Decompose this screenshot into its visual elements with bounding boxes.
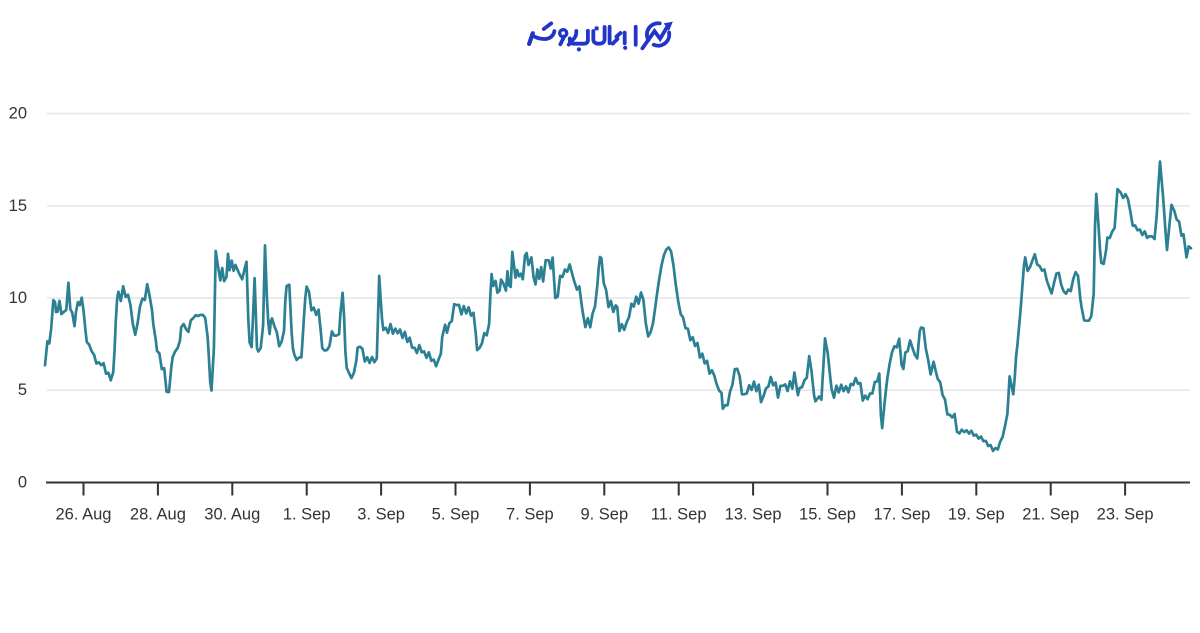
svg-text:13. Sep: 13. Sep bbox=[725, 506, 782, 524]
svg-text:21. Sep: 21. Sep bbox=[1022, 506, 1079, 524]
svg-text:1. Sep: 1. Sep bbox=[283, 506, 331, 524]
svg-text:15: 15 bbox=[9, 197, 27, 215]
svg-text:19. Sep: 19. Sep bbox=[948, 506, 1005, 524]
svg-text:30. Aug: 30. Aug bbox=[204, 506, 260, 524]
svg-text:28. Aug: 28. Aug bbox=[130, 506, 186, 524]
svg-text:3. Sep: 3. Sep bbox=[357, 506, 405, 524]
svg-text:20: 20 bbox=[9, 105, 27, 123]
svg-text:23. Sep: 23. Sep bbox=[1097, 506, 1154, 524]
svg-text:15. Sep: 15. Sep bbox=[799, 506, 856, 524]
svg-text:5: 5 bbox=[18, 381, 27, 399]
svg-text:7. Sep: 7. Sep bbox=[506, 506, 554, 524]
svg-text:9. Sep: 9. Sep bbox=[580, 506, 628, 524]
svg-text:5. Sep: 5. Sep bbox=[432, 506, 480, 524]
svg-text:0: 0 bbox=[18, 474, 27, 492]
svg-text:11. Sep: 11. Sep bbox=[651, 506, 707, 524]
svg-text:17. Sep: 17. Sep bbox=[873, 506, 930, 524]
svg-text:26. Aug: 26. Aug bbox=[56, 506, 112, 524]
svg-text:10: 10 bbox=[9, 289, 27, 307]
